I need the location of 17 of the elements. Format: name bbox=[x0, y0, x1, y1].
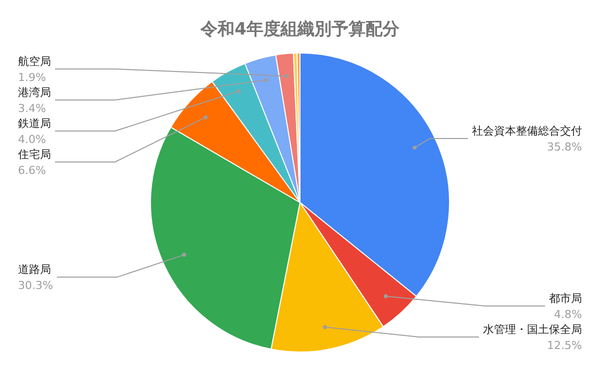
data-label: 6.6% bbox=[18, 164, 46, 177]
data-label: 1.9% bbox=[18, 71, 46, 84]
slice-label: 社会資本整備総合交付 bbox=[472, 124, 582, 138]
chart-title: 令和4年度組織別予算配分 bbox=[200, 19, 400, 40]
slice-label: 航空局 bbox=[18, 55, 51, 68]
slice-label: 港湾局 bbox=[18, 86, 51, 99]
data-label: 30.3% bbox=[18, 279, 53, 292]
slice-label: 都市局 bbox=[549, 292, 582, 305]
data-label: 35.8% bbox=[547, 140, 582, 154]
slice-label: 鉄道局 bbox=[18, 117, 51, 130]
slice-label: 住宅局 bbox=[18, 148, 51, 161]
data-label: 12.5% bbox=[547, 339, 582, 352]
slice-label: 道路局 bbox=[18, 263, 51, 276]
data-label: 3.4% bbox=[18, 102, 46, 115]
slice-label: 水管理・国土保全局 bbox=[483, 323, 582, 336]
data-label: 4.8% bbox=[554, 308, 582, 321]
data-label: 4.0% bbox=[18, 133, 46, 146]
